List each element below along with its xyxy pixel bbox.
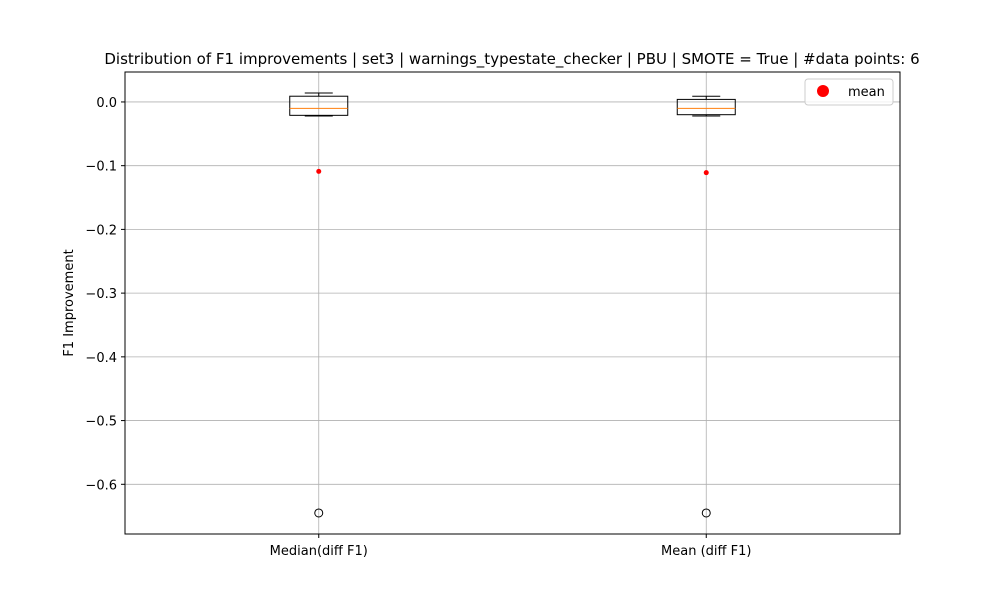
y-tick-label: −0.3 xyxy=(85,287,117,302)
axis-ticks: 0.0 −0.1 −0.2 −0.3 −0.4 −0.5 −0.6 Median(diff F… xyxy=(85,96,751,559)
box-group xyxy=(289,92,349,518)
box-group xyxy=(676,95,736,518)
legend-mean-label: mean xyxy=(848,85,885,100)
x-tick-label: Median(diff F1) xyxy=(270,544,368,559)
plot-frame xyxy=(124,71,901,535)
x-tick-label: Mean (diff F1) xyxy=(661,544,751,559)
mean-point xyxy=(316,168,322,174)
mean-point xyxy=(703,170,709,176)
y-tick-label: −0.4 xyxy=(85,351,117,366)
y-tick-label: −0.6 xyxy=(85,478,117,493)
legend-mean-marker xyxy=(817,85,829,97)
y-tick-label: −0.2 xyxy=(85,223,117,238)
y-axis-label: F1 Improvement xyxy=(62,249,77,356)
y-tick-label: −0.1 xyxy=(85,160,117,175)
legend: mean xyxy=(804,78,894,106)
y-tick-label: 0.0 xyxy=(96,96,117,111)
iqr-box xyxy=(676,98,736,116)
y-tick-label: −0.5 xyxy=(85,415,117,430)
chart-title: Distribution of F1 improvements | set3 |… xyxy=(104,50,919,69)
grid-lines xyxy=(125,72,900,534)
iqr-box xyxy=(289,95,349,116)
box-series xyxy=(289,92,736,518)
outlier-point xyxy=(314,508,324,518)
outlier-point xyxy=(701,508,711,518)
legend-frame xyxy=(804,78,894,106)
